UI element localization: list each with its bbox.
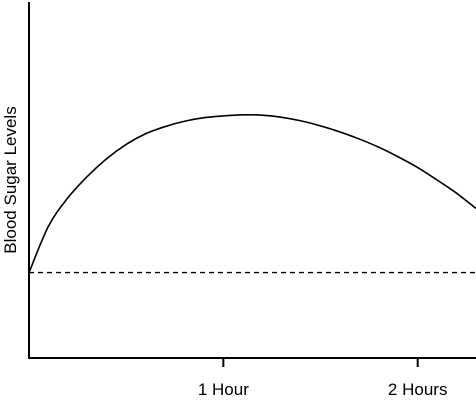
blood-sugar-curve xyxy=(28,113,476,273)
x-tick-label-2: 2 Hours xyxy=(388,380,448,399)
y-axis-label: Blood Sugar Levels xyxy=(1,106,20,253)
x-tick-label-1: 1 Hour xyxy=(198,380,249,399)
